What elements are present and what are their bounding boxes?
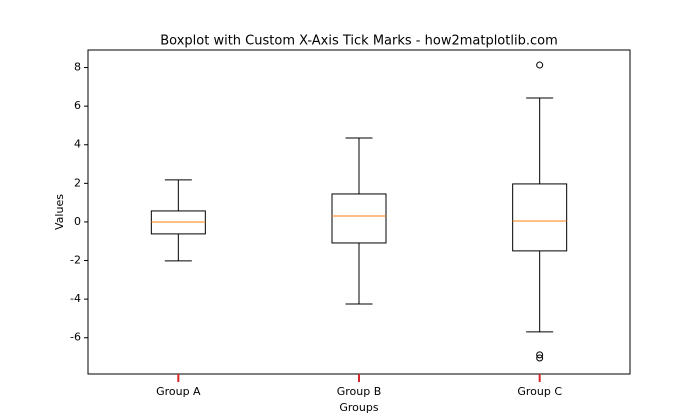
y-tick-label: 8 bbox=[74, 61, 81, 74]
y-tick-label: -2 bbox=[70, 254, 81, 267]
x-tick-label: Group B bbox=[337, 385, 382, 398]
x-axis-label: Groups bbox=[339, 401, 378, 414]
outlier bbox=[536, 61, 544, 69]
y-tick-label: -6 bbox=[70, 331, 81, 344]
plot-frame bbox=[87, 49, 631, 375]
y-tick-label: 2 bbox=[74, 176, 81, 189]
chart-title: Boxplot with Custom X-Axis Tick Marks - … bbox=[160, 34, 557, 49]
y-axis-label: Values bbox=[53, 194, 66, 230]
y-tick-label: 4 bbox=[74, 138, 81, 151]
x-tick-label: Group C bbox=[517, 385, 562, 398]
outlier bbox=[536, 351, 544, 359]
box bbox=[512, 183, 568, 252]
box bbox=[331, 193, 387, 244]
outlier bbox=[536, 354, 544, 362]
y-tick-label: 0 bbox=[74, 215, 81, 228]
y-tick-label: 6 bbox=[74, 99, 81, 112]
x-tick-label: Group A bbox=[156, 385, 201, 398]
y-tick-label: -4 bbox=[70, 292, 81, 305]
